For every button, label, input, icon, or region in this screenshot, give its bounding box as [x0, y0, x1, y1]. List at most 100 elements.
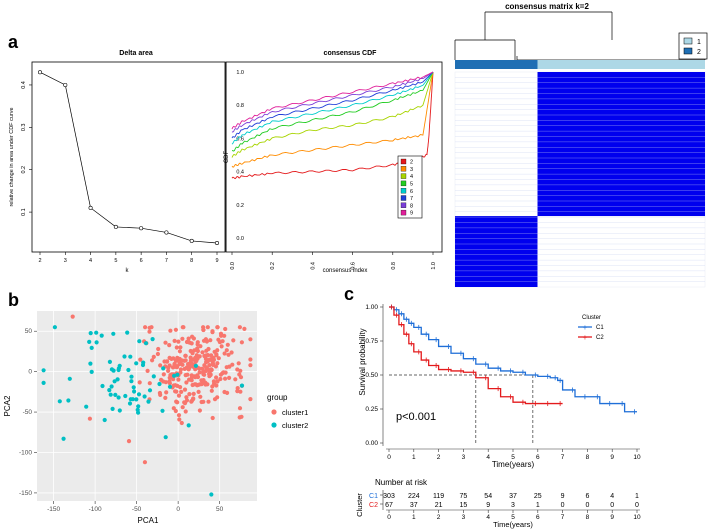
risk-cell-C2: 37: [410, 502, 418, 509]
pca-point-cluster1: [208, 338, 213, 343]
pca-point-cluster1: [177, 417, 182, 422]
pca-point-cluster1: [220, 339, 225, 344]
risk-xtick-label: 7: [561, 514, 565, 521]
pca-point-cluster1: [173, 408, 178, 414]
delta-area-point: [88, 205, 93, 210]
pca-point-cluster1: [145, 368, 150, 373]
delta-area-point: [164, 230, 169, 235]
pca-point-cluster1: [193, 367, 198, 372]
cdf-ytick-label: 0.6: [236, 136, 244, 142]
pca-point-cluster1: [201, 325, 206, 330]
delta-area-xtick-label: 9: [215, 258, 218, 264]
risk-cell-C2: 0: [561, 502, 565, 509]
pca-legend-dot-cluster1: [271, 409, 277, 415]
pca-point-cluster1: [182, 400, 187, 405]
delta-area-ytick-label: 0.4: [21, 81, 27, 89]
pca-xtick-label: -150: [47, 506, 60, 513]
pca-ytick-label: -150: [19, 490, 32, 497]
pca-point-cluster2: [129, 374, 134, 379]
pca-point-cluster2: [117, 363, 122, 368]
pca-point-cluster1: [142, 460, 148, 465]
risk-xtick-label: 9: [610, 514, 614, 521]
pca-chart: -150 -100 -50 0 50 500-50-100-150 PCA1 PCA2 …: [3, 311, 308, 525]
pca-point-cluster2: [109, 384, 114, 389]
pca-point-cluster2: [172, 373, 177, 378]
delta-area-line: [39, 71, 218, 244]
pca-point-cluster1: [161, 372, 166, 377]
cdf-xlabel: consensus index: [323, 268, 368, 274]
pca-point-cluster1: [222, 351, 227, 356]
pca-legend-label-cluster2: cluster2: [282, 421, 308, 430]
km-xtick-label: 6: [536, 454, 540, 461]
pca-point-cluster1: [195, 340, 200, 345]
km-legend-label-c2: C2: [596, 335, 604, 341]
pca-point-cluster1: [189, 375, 195, 380]
pca-point-cluster2: [132, 389, 137, 394]
pca-point-cluster1: [174, 345, 179, 350]
pca-point-cluster2: [131, 385, 136, 390]
risk-xtick-label: 2: [437, 514, 441, 521]
cdf-ytick-label: 1.0: [236, 70, 244, 76]
cdf-series-5: [231, 71, 434, 152]
pca-point-cluster1: [187, 392, 192, 397]
pca-point-cluster2: [122, 354, 127, 359]
pca-point-cluster2: [146, 399, 151, 404]
pca-point-cluster1: [183, 353, 188, 358]
pca-point-cluster2: [111, 331, 116, 336]
matrix-block-cluster-1: [537, 72, 705, 217]
pca-point-cluster1: [197, 408, 202, 413]
risk-xtick-label: 5: [511, 514, 515, 521]
pca-point-cluster2: [136, 410, 141, 415]
pca-point-cluster1: [167, 379, 172, 384]
risk-xtick-label: 8: [586, 514, 590, 521]
pca-point-cluster1: [198, 344, 203, 349]
pca-point-cluster1: [239, 414, 244, 419]
pca-point-cluster1: [248, 337, 253, 342]
km-ytick-label: 1.00: [365, 304, 378, 311]
risk-cell-C1: 4: [610, 493, 614, 500]
pca-point-cluster1: [166, 368, 171, 373]
consensus-cdf-chart: consensus CDF CDF consensus index 0.0 0.2…: [224, 50, 443, 274]
pca-point-cluster1: [218, 376, 223, 382]
cdf-title: consensus CDF: [324, 50, 378, 57]
pca-point-cluster2: [112, 379, 117, 384]
pca-point-cluster2: [94, 340, 99, 345]
pca-point-cluster1: [87, 416, 92, 421]
panel-label-a: a: [8, 32, 19, 52]
pca-point-cluster2: [157, 381, 162, 387]
risk-cell-C1: 75: [460, 493, 468, 500]
pca-point-cluster1: [167, 343, 172, 348]
risk-row-label-C2: C2: [369, 502, 378, 509]
cdf-legend-label: 7: [410, 196, 413, 202]
pca-point-cluster2: [186, 423, 191, 428]
pca-point-cluster1: [212, 381, 217, 386]
pca-point-cluster1: [222, 333, 227, 338]
pca-point-cluster2: [193, 363, 198, 368]
pca-point-cluster1: [210, 329, 215, 334]
pca-xlabel: PCA1: [138, 516, 159, 525]
km-chart: 0.000.250.500.751.000 1 2 3 4 5 6 7 8 9 10 p<0.001…: [355, 304, 641, 529]
delta-area-xlabel: k: [126, 268, 130, 274]
pca-point-cluster2: [107, 388, 112, 393]
delta-area-xtick-label: 3: [64, 258, 67, 264]
pca-point-cluster1: [209, 353, 214, 358]
cdf-xtick-label: 0.4: [310, 262, 316, 270]
pca-point-cluster2: [41, 368, 46, 373]
pca-point-cluster2: [41, 380, 46, 385]
pca-point-cluster1: [172, 338, 177, 343]
cdf-series-4: [231, 71, 434, 158]
delta-area-point: [139, 226, 144, 231]
pca-legend: group cluster1 cluster2: [267, 393, 308, 430]
pca-point-cluster2: [160, 408, 165, 413]
pca-point-cluster1: [151, 354, 156, 359]
matrix-title: consensus matrix k=2: [505, 2, 589, 11]
cdf-legend-swatch: [400, 173, 407, 179]
pca-point-cluster2: [113, 392, 118, 397]
km-xtick-label: 7: [561, 454, 565, 461]
pca-point-cluster1: [193, 382, 198, 387]
pca-point-cluster2: [88, 331, 93, 336]
pca-point-cluster1: [190, 351, 195, 356]
consensus-matrix-chart: consensus matrix k=2 1 2: [454, 2, 708, 288]
delta-area-frame: [31, 61, 226, 253]
